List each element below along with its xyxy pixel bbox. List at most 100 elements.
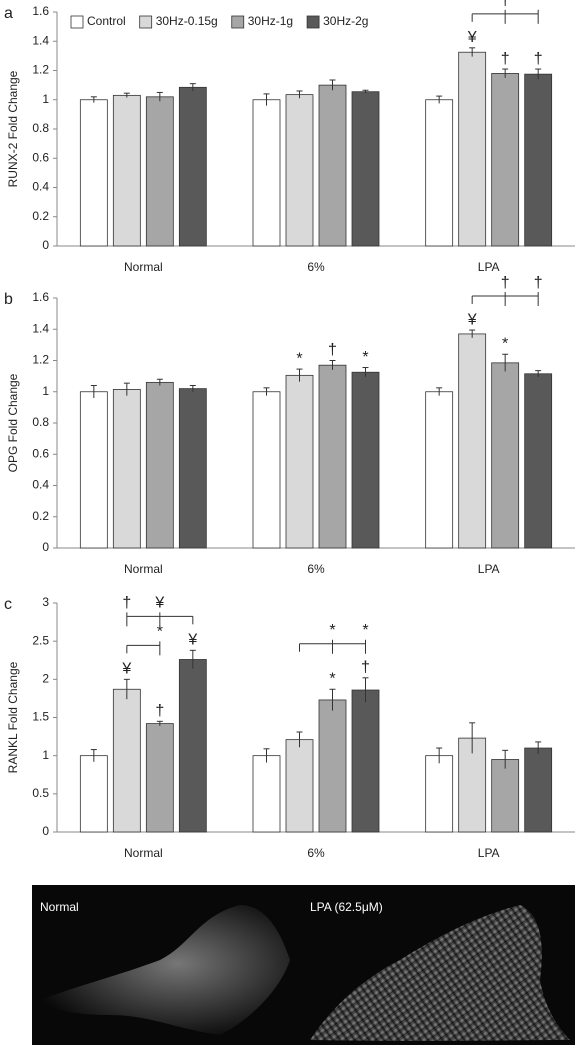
x-tick-label: Normal [124, 562, 163, 576]
y-tick-label: 1.6 [32, 4, 49, 18]
bar-chart: b OPG Fold Change 0 0.2 0.4 0.6 0.8 1 1.2 1.4 1.6 N… [4, 274, 575, 576]
annotation: * [296, 350, 302, 367]
x-tick-label: LPA [478, 562, 500, 576]
bar [285, 94, 314, 247]
y-tick-label: 2.5 [32, 633, 49, 647]
bar [112, 688, 141, 833]
x-tick-label: Normal [124, 846, 163, 860]
bar [285, 739, 314, 833]
legend-label: Control [87, 14, 126, 28]
y-tick-label: 1 [42, 384, 49, 398]
legend-label: 30Hz-1g [248, 14, 293, 28]
y-tick-label: 0.6 [32, 150, 49, 164]
y-tick-label: 2 [42, 672, 49, 686]
y-tick-label: 0.4 [32, 478, 49, 492]
x-tick-label: LPA [478, 846, 500, 860]
bar [458, 333, 487, 549]
x-tick-label: 6% [307, 846, 325, 860]
panel-letter: c [4, 596, 12, 613]
y-tick-label: 1 [42, 748, 49, 762]
x-tick-label: Normal [124, 260, 163, 274]
y-tick-label: 0.2 [32, 209, 49, 223]
y-axis-title: RANKL Fold Change [6, 661, 20, 773]
annotation: † [534, 50, 543, 67]
bar [178, 388, 207, 549]
y-tick-label: 0 [42, 238, 49, 252]
y-tick-label: 0.4 [32, 180, 49, 194]
annotation: † [155, 703, 164, 720]
bar [145, 96, 174, 247]
bar [79, 755, 108, 833]
y-tick-label: 1.5 [32, 710, 49, 724]
bar [252, 755, 281, 833]
bar [425, 755, 454, 833]
image-label: LPA (62.5μM) [310, 900, 383, 914]
bar [458, 51, 487, 247]
y-tick-label: 0.8 [32, 121, 49, 135]
bar [178, 86, 207, 247]
bracket-label: * [362, 622, 368, 639]
bracket-label: * [157, 624, 163, 641]
y-tick-label: 3 [42, 595, 49, 609]
y-axis-title: RUNX-2 Fold Change [6, 70, 20, 187]
bar [318, 84, 347, 247]
bar [491, 362, 520, 549]
micrographs: Normal LPA (62.5μM) [32, 885, 575, 1045]
y-tick-label: 1.6 [32, 290, 49, 304]
bar [252, 99, 281, 247]
bar [318, 364, 347, 549]
bracket-label: * [535, 0, 541, 9]
legend-swatch [139, 15, 153, 29]
bracket-label: * [329, 622, 335, 639]
y-tick-label: 1.4 [32, 33, 49, 47]
annotation: † [501, 50, 510, 67]
bracket-label: † [501, 0, 510, 9]
bar [351, 371, 380, 549]
x-tick-label: LPA [478, 260, 500, 274]
bar [524, 373, 553, 549]
y-tick-label: 0.5 [32, 786, 49, 800]
bar-chart: a RUNX-2 Fold Change 0 0.2 0.4 0.6 0.8 1 1.2 1.4 1… [4, 0, 575, 274]
cell-lpa [310, 905, 570, 1041]
image-label: Normal [40, 900, 79, 914]
annotation: * [329, 670, 335, 687]
y-tick-label: 1.2 [32, 63, 49, 77]
bar [524, 73, 553, 247]
bar [491, 73, 520, 247]
y-tick-label: 0.8 [32, 415, 49, 429]
panel-letter: b [4, 291, 13, 308]
legend-label: 30Hz-0.15g [156, 14, 218, 28]
y-axis-title: OPG Fold Change [6, 373, 20, 472]
bar [458, 737, 487, 833]
bar [318, 699, 347, 833]
bar [285, 374, 314, 549]
bar [252, 391, 281, 549]
annotation: * [362, 349, 368, 366]
bar [425, 99, 454, 247]
y-tick-label: 1.4 [32, 321, 49, 335]
annotation: ¥ [187, 632, 197, 649]
legend-swatch [306, 15, 320, 29]
bracket-label: † [534, 274, 543, 291]
bar-chart: c RANKL Fold Change 0 0.5 1 1.5 2 2.5 3 Normal 6% L… [4, 595, 575, 860]
legend-swatch [70, 15, 84, 29]
bar [112, 94, 141, 247]
bar [79, 99, 108, 247]
annotation: † [328, 342, 337, 359]
y-tick-label: 0.6 [32, 446, 49, 460]
annotation: † [361, 659, 370, 676]
y-tick-label: 0 [42, 540, 49, 554]
bracket-label: † [122, 595, 131, 612]
legend-label: 30Hz-2g [323, 14, 368, 28]
annotation: ¥ [121, 661, 131, 678]
panel-letter: a [4, 5, 13, 22]
bar [425, 391, 454, 549]
bar [112, 389, 141, 549]
bar [145, 381, 174, 549]
y-tick-label: 1 [42, 92, 49, 106]
bar [178, 659, 207, 833]
legend-swatch [231, 15, 245, 29]
bracket-label: † [501, 274, 510, 291]
x-tick-label: 6% [307, 562, 325, 576]
